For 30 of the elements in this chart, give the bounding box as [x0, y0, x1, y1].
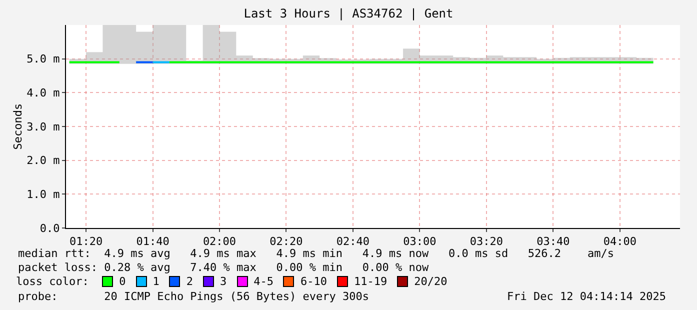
chart-title: Last 3 Hours | AS34762 | Gent: [244, 6, 454, 21]
legend-label: 11-19: [354, 275, 388, 288]
x-tick-label: 02:00: [202, 235, 236, 248]
legend-label: 2: [186, 275, 193, 288]
text: Fri Dec 12 04:14:14 2025: [507, 290, 666, 303]
y-tick-label: 0.0: [40, 222, 60, 235]
legend-label: 20/20: [414, 275, 448, 288]
y-axis-title: Seconds: [12, 103, 25, 150]
x-tick-label: 03:20: [470, 235, 504, 248]
x-tick-label: 02:40: [336, 235, 370, 248]
y-tick-label: 4.0 m: [26, 86, 60, 100]
x-tick-label: 02:20: [270, 235, 303, 248]
legend-label: 6-10: [300, 275, 327, 288]
x-tick-label: 01:20: [69, 235, 103, 248]
x-tick-label: 03:00: [403, 235, 436, 248]
legend-label: 3: [220, 275, 227, 288]
x-tick-label: 01:40: [136, 235, 170, 248]
legend-title: loss color:: [16, 275, 90, 288]
text: probe: 20 ICMP Echo Pings (56 Bytes) every 300s: [18, 290, 369, 303]
y-tick-label: 1.0 m: [26, 188, 60, 202]
x-tick-label: 03:40: [536, 235, 570, 248]
text: packet loss: 0.28 % avg 7.40 % max 0.00 % min 0.00 % now: [18, 261, 429, 274]
text: median rtt: 4.9 ms avg 4.9 ms max 4.9 ms min 4.9 ms now 0.0 ms sd 526.2 am/s: [18, 247, 614, 260]
y-tick-label: 2.0 m: [26, 154, 60, 168]
legend-label: 0: [119, 275, 126, 288]
x-tick-label: 04:00: [603, 235, 636, 248]
legend-label: 4-5: [254, 275, 274, 288]
y-tick-label: 5.0 m: [26, 52, 60, 66]
y-tick-label: 3.0 m: [26, 120, 60, 134]
legend-label: 1: [152, 275, 160, 288]
